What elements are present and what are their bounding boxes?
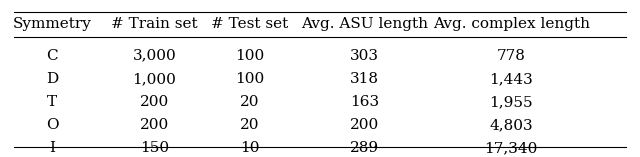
Text: 4,803: 4,803 <box>490 118 533 132</box>
Text: 289: 289 <box>350 141 379 155</box>
Text: 200: 200 <box>140 95 169 109</box>
Text: 163: 163 <box>350 95 379 109</box>
Text: 1,443: 1,443 <box>490 72 533 86</box>
Text: # Test set: # Test set <box>211 17 289 32</box>
Text: # Train set: # Train set <box>111 17 198 32</box>
Text: 1,000: 1,000 <box>132 72 176 86</box>
Text: 778: 778 <box>497 49 525 63</box>
Text: 303: 303 <box>350 49 379 63</box>
Text: 10: 10 <box>240 141 260 155</box>
Text: Avg. complex length: Avg. complex length <box>433 17 589 32</box>
Text: 100: 100 <box>236 72 264 86</box>
Text: D: D <box>46 72 58 86</box>
Text: T: T <box>47 95 58 109</box>
Text: O: O <box>46 118 59 132</box>
Text: 17,340: 17,340 <box>484 141 538 155</box>
Text: 100: 100 <box>236 49 264 63</box>
Text: 1,955: 1,955 <box>490 95 533 109</box>
Text: 20: 20 <box>240 95 260 109</box>
Text: 200: 200 <box>140 118 169 132</box>
Text: 200: 200 <box>350 118 380 132</box>
Text: I: I <box>49 141 56 155</box>
Text: Symmetry: Symmetry <box>13 17 92 32</box>
Text: C: C <box>47 49 58 63</box>
Text: 318: 318 <box>350 72 379 86</box>
Text: 20: 20 <box>240 118 260 132</box>
Text: 150: 150 <box>140 141 169 155</box>
Text: Avg. ASU length: Avg. ASU length <box>301 17 428 32</box>
Text: 3,000: 3,000 <box>132 49 176 63</box>
